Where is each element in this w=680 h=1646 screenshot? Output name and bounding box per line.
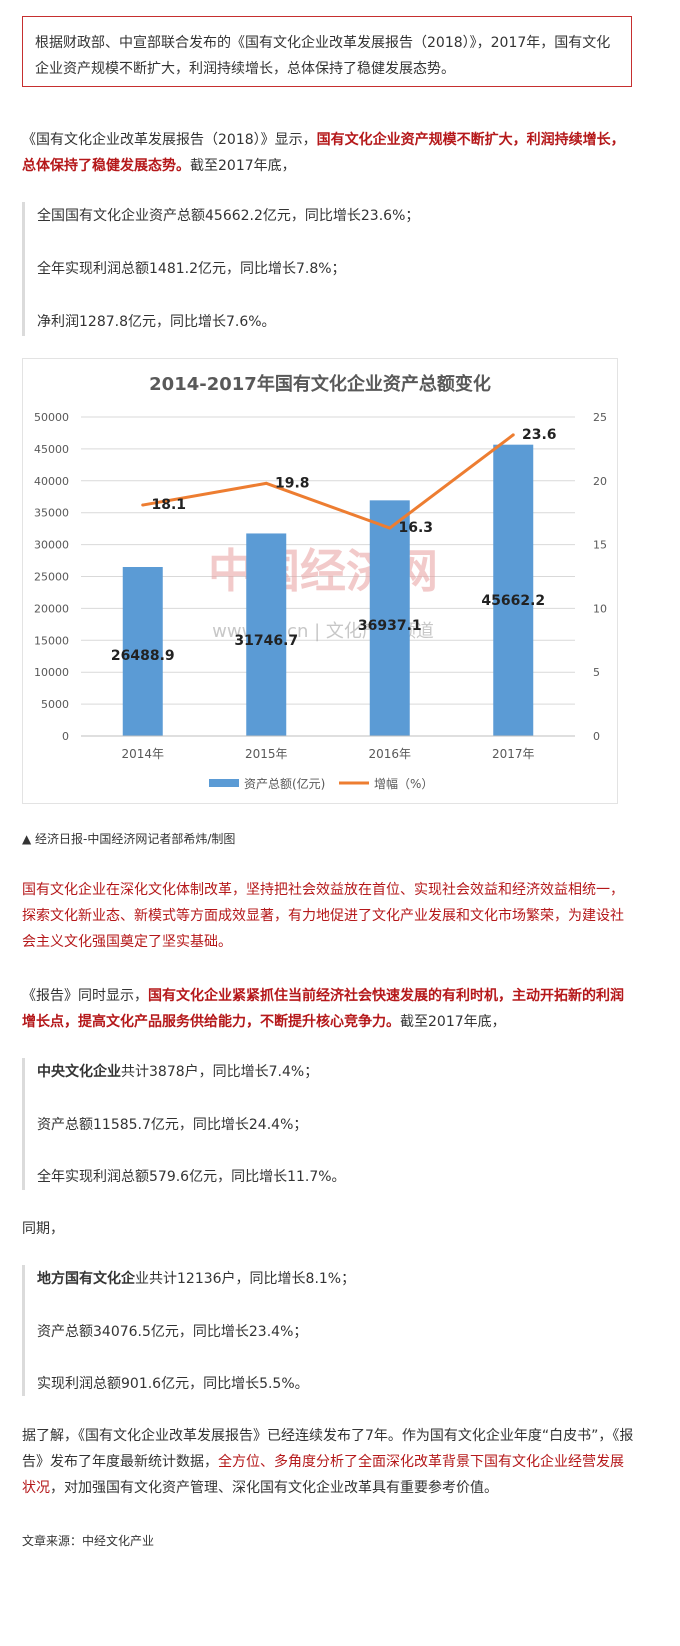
y-left-tick-label: 50000 [34, 411, 69, 424]
quote3-item: 资产总额34076.5亿元，同比增长23.4%； [37, 1324, 308, 1340]
y-right-tick-label: 15 [593, 539, 607, 552]
quote2-item: 全年实现利润总额579.6亿元，同比增长11.7%。 [37, 1169, 346, 1185]
y-left-tick-label: 20000 [34, 602, 69, 615]
quote3-bold: 地方国有文化企 [37, 1271, 135, 1287]
bar-data-label: 31746.7 [234, 633, 298, 649]
y-left-tick-label: 15000 [34, 634, 69, 647]
p3-prefix: 《报告》同时显示， [22, 988, 148, 1004]
quote-central-enterprises: 中央文化企业共计3878户，同比增长7.4%； 资产总额11585.7亿元，同比… [22, 1058, 632, 1190]
line-data-label: 18.1 [151, 497, 186, 513]
quote2-bold: 中央文化企业 [37, 1064, 121, 1080]
growth-point [511, 433, 515, 437]
paragraph-achievements: 国有文化企业在深化文化体制改革，坚持把社会效益放在首位、实现社会效益和经济效益相… [22, 882, 624, 950]
growth-point [141, 503, 145, 507]
legend-bar-swatch [209, 779, 239, 787]
quote1-item: 净利润1287.8亿元，同比增长7.6%。 [37, 314, 276, 330]
article-source: 文章来源：中经文化产业 [22, 1534, 155, 1548]
y-left-tick-label: 5000 [41, 698, 69, 711]
quote3-item: 实现利润总额901.6亿元，同比增长5.5%。 [37, 1376, 309, 1392]
intro-box: 根据财政部、中宣部联合发布的《国有文化企业改革发展报告（2018）》，2017年… [22, 16, 632, 87]
y-right-tick-label: 25 [593, 411, 607, 424]
p1-prefix: 《国有文化企业改革发展报告（2018）》显示， [22, 132, 317, 148]
paragraph-report-summary: 《国有文化企业改革发展报告（2018）》显示，国有文化企业资产规模不断扩大，利润… [22, 127, 636, 179]
p1-highlight: 国有文化企业资产规模不断扩大，利润持续增长，总体保持了稳健发展态势。 [22, 132, 625, 174]
chart-title: 2014-2017年国有文化企业资产总额变化 [149, 373, 491, 395]
x-tick-label: 2015年 [245, 747, 288, 761]
legend-line-label: 增幅（%） [374, 776, 433, 791]
y-left-tick-label: 10000 [34, 666, 69, 679]
p4-prefix: 据了解，《国有文化企业改革发展报告》已经连续发布了7年。作为国有文化企业年度“白… [22, 1428, 634, 1470]
x-tick-label: 2017年 [492, 747, 535, 761]
p3-highlight: 国有文化企业紧紧抓住当前经济社会快速发展的有利时机，主动开拓新的利润增长点，提高… [22, 988, 624, 1030]
quote3-first-rest: 业共计12136户，同比增长8.1%； [135, 1271, 356, 1287]
quote2-item: 资产总额11585.7亿元，同比增长24.4%； [37, 1117, 308, 1133]
bar-data-label: 26488.9 [111, 648, 175, 664]
chart-svg: 2014-2017年国有文化企业资产总额变化500004500040000350… [34, 373, 607, 791]
quote2-first-rest: 共计3878户，同比增长7.4%； [121, 1064, 319, 1080]
y-right-tick-label: 20 [593, 475, 607, 488]
y-right-tick-label: 10 [593, 602, 607, 615]
x-tick-label: 2014年 [121, 747, 164, 761]
bar [246, 533, 287, 736]
legend-bar-label: 资产总额(亿元) [244, 776, 325, 791]
intro-text: 根据财政部、中宣部联合发布的《国有文化企业改革发展报告（2018）》，2017年… [35, 35, 611, 77]
x-tick-label: 2016年 [368, 747, 411, 761]
quote-local-enterprises: 地方国有文化企业共计12136户，同比增长8.1%； 资产总额34076.5亿元… [22, 1265, 632, 1396]
same-period-text: 同期， [22, 1221, 64, 1237]
y-left-tick-label: 45000 [34, 443, 69, 456]
quote-national-figures: 全国国有文化企业资产总额45662.2亿元，同比增长23.6%； 全年实现利润总… [22, 202, 632, 336]
chart-image: 2014-2017年国有文化企业资产总额变化 50000 45000 40000 350… [22, 358, 618, 804]
y-left-tick-label: 25000 [34, 571, 69, 584]
y-left-tick-label: 40000 [34, 475, 69, 488]
bar [369, 500, 410, 736]
chart-caption: ▲ 经济日报-中国经济网记者部希炜/制图 [22, 832, 236, 846]
line-data-label: 16.3 [398, 520, 433, 536]
y-right-tick-label: 0 [593, 730, 600, 743]
quote2-first-item: 中央文化企业共计3878户，同比增长7.4%； [37, 1061, 318, 1083]
y-left-tick-label: 35000 [34, 507, 69, 520]
bar-data-label: 45662.2 [481, 593, 545, 609]
bar [493, 444, 534, 736]
p4-highlight: 全方位、多角度分析了全面深化改革背景下国有文化企业经营发展状况 [22, 1454, 624, 1496]
p3-suffix: 截至2017年底， [400, 1014, 506, 1030]
quote3-first-item: 地方国有文化企业共计12136户，同比增长8.1%； [37, 1268, 355, 1290]
line-data-label: 23.6 [522, 427, 557, 443]
growth-line [142, 433, 515, 530]
growth-point [388, 526, 392, 530]
bar-data-label: 36937.1 [358, 618, 422, 634]
y-left-tick-label: 30000 [34, 539, 69, 552]
quote1-item: 全国国有文化企业资产总额45662.2亿元，同比增长23.6%； [37, 208, 420, 224]
p4-suffix: ，对加强国有文化资产管理、深化国有文化企业改革具有重要参考价值。 [50, 1480, 498, 1496]
line-data-label: 19.8 [275, 475, 310, 491]
bar [122, 567, 163, 736]
y-right-tick-label: 5 [593, 666, 600, 679]
quote1-item: 全年实现利润总额1481.2亿元，同比增长7.8%； [37, 261, 346, 277]
p1-suffix: 截至2017年底， [190, 158, 296, 174]
y-left-tick-label: 0 [62, 730, 69, 743]
growth-point [264, 481, 268, 485]
paragraph-report-findings: 《报告》同时显示，国有文化企业紧紧抓住当前经济社会快速发展的有利时机，主动开拓新… [22, 983, 636, 1035]
paragraph-report-background: 据了解，《国有文化企业改革发展报告》已经连续发布了7年。作为国有文化企业年度“白… [22, 1423, 636, 1501]
